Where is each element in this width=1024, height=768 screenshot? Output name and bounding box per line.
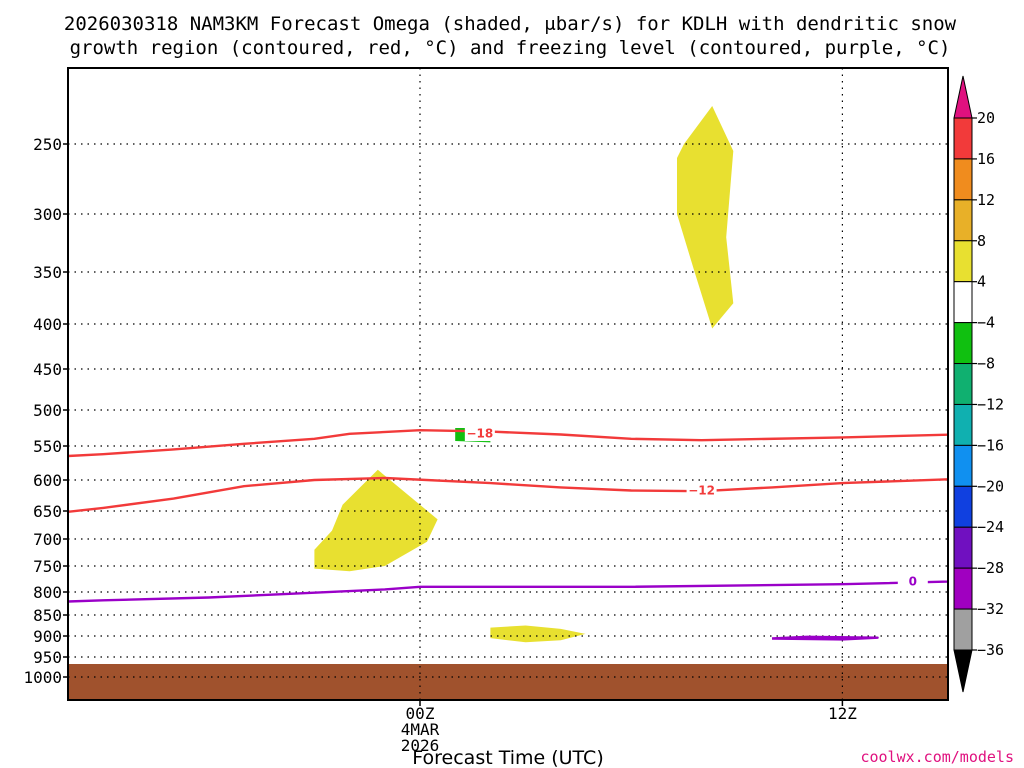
colorbar-bin-8 — [953, 403, 973, 446]
colorbar-bottom-triangle — [953, 649, 973, 693]
y-tick-label-350: 350 — [33, 263, 62, 282]
colorbar-bin-1 — [953, 117, 973, 160]
omega-pos-low-left — [490, 625, 586, 643]
colorbar-label-3: 8 — [977, 232, 986, 250]
watermark: coolwx.com/models — [860, 748, 1014, 766]
colorbar-bin-10 — [953, 485, 973, 528]
colorbar-label-9: −20 — [977, 477, 1004, 495]
plot-background — [68, 68, 948, 700]
omega-pos-upper — [677, 106, 734, 329]
colorbar-bin-5 — [953, 281, 973, 324]
colorbar-label-13: −36 — [977, 641, 1004, 659]
contour-dgz-minus12 — [68, 476, 948, 514]
y-tick-label-600: 600 — [33, 471, 62, 490]
x-tick-label-h0-1: 4MAR — [401, 720, 440, 739]
y-axis-ticks: 250 300 350 400 450 500 550 600 650 700 750 800 850 9… — [23, 135, 68, 687]
colorbar-label-1: 16 — [977, 150, 995, 168]
colorbar-bin-3 — [953, 199, 973, 242]
temperature-contours: −18−18−18−12−12−120000 — [68, 425, 948, 655]
y-tick-label-300: 300 — [33, 205, 62, 224]
colorbar-label-2: 12 — [977, 191, 995, 209]
colorbar-bin-9 — [953, 444, 973, 487]
x-tick-label-h0-0: 00Z — [406, 704, 435, 723]
y-tick-label-950: 950 — [33, 648, 62, 667]
x-axis-ticks: 00Z4MAR202612Z00Z5MAR12Z00Z6MAR — [401, 700, 857, 755]
colorbar-bin-2 — [953, 158, 973, 201]
contour-label-bg — [464, 425, 495, 442]
x-tick-label-h12-0: 12Z — [828, 704, 857, 723]
omega-pos-left — [314, 469, 438, 572]
y-tick-label-850: 850 — [33, 606, 62, 625]
x-axis-label: Forecast Time (UTC) — [412, 747, 603, 768]
y-tick-label-650: 650 — [33, 502, 62, 521]
contour-dgz-minus18 — [68, 429, 948, 458]
chart-title-line1: 2026030318 NAM3KM Forecast Omega (shaded… — [64, 13, 957, 35]
y-tick-label-700: 700 — [33, 530, 62, 549]
y-tick-label-900: 900 — [33, 627, 62, 646]
chart-title-line2: growth region (contoured, red, °C) and f… — [70, 37, 951, 59]
contour-label-dgz-minus18-0: −18 — [466, 427, 493, 441]
contour-frz-0-small — [771, 635, 879, 641]
contour-label-dgz-minus12-0: −12 — [688, 483, 715, 497]
colorbar-label-11: −28 — [977, 559, 1004, 577]
colorbar-bin-11 — [953, 526, 973, 569]
plot-area: −18−18−18−12−12−120000 — [67, 67, 949, 701]
y-tick-label-400: 400 — [33, 315, 62, 334]
colorbar-label-5: −4 — [977, 314, 995, 332]
contour-frz-0-upper — [68, 580, 948, 603]
colorbar-bin-7 — [953, 363, 973, 405]
colorbar-label-7: −12 — [977, 395, 1004, 413]
colorbar-bin-13 — [953, 608, 973, 651]
y-tick-label-1000: 1000 — [23, 668, 62, 687]
colorbar-label-6: −8 — [977, 355, 995, 373]
y-tick-label-800: 800 — [33, 583, 62, 602]
y-tick-label-500: 500 — [33, 401, 62, 420]
colorbar-top-triangle — [953, 75, 973, 119]
y-tick-label-450: 450 — [33, 360, 62, 379]
colorbar-label-0: 20 — [977, 109, 995, 127]
colorbar-label-10: −24 — [977, 518, 1004, 536]
y-tick-label-750: 750 — [33, 557, 62, 576]
contour-label-bg — [686, 481, 717, 498]
colorbar-label-12: −32 — [977, 600, 1004, 618]
grid-lines — [68, 68, 948, 700]
contour-label-bg — [897, 573, 928, 590]
contour-label-frz-0-upper-0: 0 — [909, 575, 917, 589]
x-tick-label-h0-2: 2026 — [401, 736, 440, 755]
colorbar-bin-12 — [953, 567, 973, 610]
colorbar-label-8: −16 — [977, 436, 1004, 454]
colorbar-label-4: 4 — [977, 273, 986, 291]
y-tick-label-250: 250 — [33, 135, 62, 154]
colorbar-bin-6 — [953, 322, 973, 365]
colorbar-bin-4 — [953, 240, 973, 283]
plot-frame — [67, 67, 949, 701]
ground-fill — [68, 664, 948, 700]
y-tick-label-550: 550 — [33, 437, 62, 456]
colorbar: 20 16 12 8 4 −4 −8 −12 −16 −20 −24 −28 −32 −36 — [953, 75, 1004, 693]
